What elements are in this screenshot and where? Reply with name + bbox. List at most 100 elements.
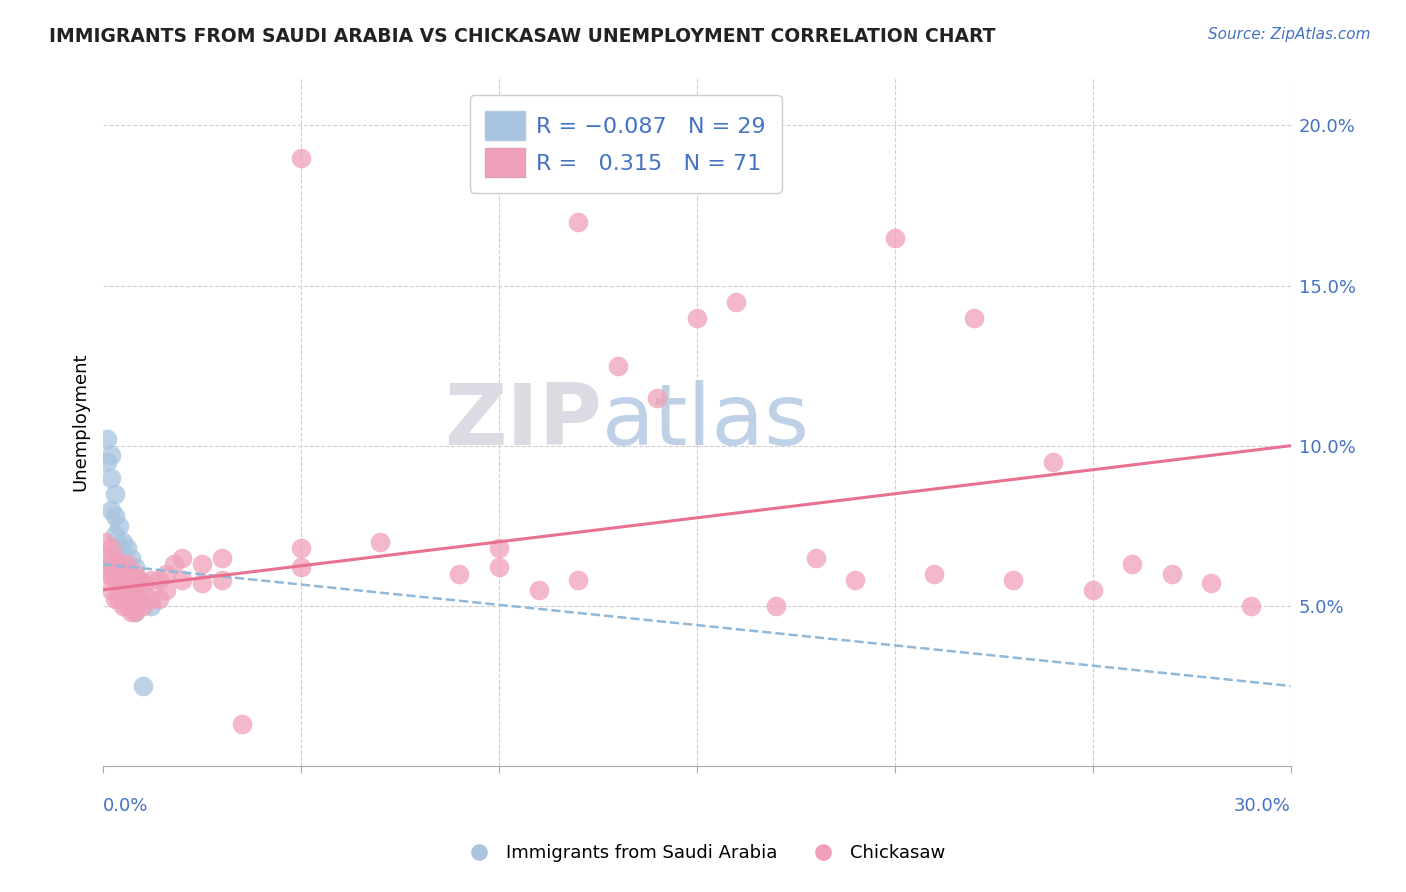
- Point: [94, 558, 117, 572]
- Point: [155, 566, 177, 581]
- Point: [96, 566, 118, 581]
- Point: [108, 592, 131, 607]
- Point: [104, 528, 127, 542]
- Text: IMMIGRANTS FROM SAUDI ARABIA VS CHICKASAW UNEMPLOYMENT CORRELATION CHART: IMMIGRANTS FROM SAUDI ARABIA VS CHICKASA…: [49, 27, 995, 45]
- Point: [172, 574, 194, 588]
- Point: [128, 574, 150, 588]
- Point: [120, 566, 142, 581]
- Point: [148, 574, 170, 588]
- Text: Source: ZipAtlas.com: Source: ZipAtlas.com: [1208, 27, 1371, 42]
- Point: [139, 599, 162, 613]
- Point: [128, 574, 150, 588]
- Point: [120, 550, 142, 565]
- Point: [725, 294, 748, 309]
- Point: [844, 574, 866, 588]
- Point: [488, 560, 510, 574]
- Point: [100, 448, 122, 462]
- Point: [111, 534, 134, 549]
- Point: [111, 566, 134, 581]
- Point: [1160, 566, 1182, 581]
- Point: [94, 534, 117, 549]
- Text: 0.0%: 0.0%: [103, 797, 149, 814]
- Point: [1121, 558, 1143, 572]
- Point: [115, 576, 138, 591]
- Point: [96, 455, 118, 469]
- Point: [104, 574, 127, 588]
- Point: [128, 592, 150, 607]
- Point: [100, 471, 122, 485]
- Point: [963, 310, 986, 325]
- Text: ZIP: ZIP: [444, 380, 602, 463]
- Point: [115, 599, 138, 613]
- Point: [120, 599, 142, 613]
- Point: [120, 605, 142, 619]
- Point: [163, 558, 186, 572]
- Point: [139, 592, 162, 607]
- Point: [290, 151, 312, 165]
- Point: [100, 503, 122, 517]
- Point: [290, 560, 312, 574]
- Point: [104, 550, 127, 565]
- Point: [191, 558, 214, 572]
- Point: [111, 582, 134, 597]
- Point: [108, 518, 131, 533]
- Text: atlas: atlas: [602, 380, 810, 463]
- Point: [924, 566, 946, 581]
- Point: [1002, 574, 1025, 588]
- Point: [191, 576, 214, 591]
- Point: [155, 582, 177, 597]
- Point: [1240, 599, 1263, 613]
- Point: [120, 576, 142, 591]
- Legend: R = −0.087   N = 29, R =   0.315   N = 71: R = −0.087 N = 29, R = 0.315 N = 71: [470, 95, 782, 193]
- Point: [131, 576, 153, 591]
- Point: [100, 566, 122, 581]
- Point: [124, 582, 146, 597]
- Point: [488, 541, 510, 556]
- Point: [211, 574, 233, 588]
- Point: [100, 541, 122, 556]
- Point: [100, 582, 122, 597]
- Point: [128, 592, 150, 607]
- Point: [449, 566, 471, 581]
- Point: [290, 541, 312, 556]
- Point: [1042, 455, 1064, 469]
- Point: [111, 560, 134, 574]
- Point: [645, 391, 668, 405]
- Point: [804, 550, 827, 565]
- Point: [567, 574, 589, 588]
- Point: [765, 599, 787, 613]
- Point: [104, 592, 127, 607]
- Point: [108, 576, 131, 591]
- Point: [172, 550, 194, 565]
- Text: 30.0%: 30.0%: [1233, 797, 1291, 814]
- Point: [111, 582, 134, 597]
- Point: [124, 566, 146, 581]
- Point: [231, 717, 253, 731]
- Point: [527, 582, 550, 597]
- Point: [368, 534, 391, 549]
- Point: [124, 560, 146, 574]
- Point: [211, 550, 233, 565]
- Point: [883, 230, 905, 244]
- Point: [115, 541, 138, 556]
- Point: [567, 214, 589, 228]
- Point: [1081, 582, 1104, 597]
- Point: [124, 605, 146, 619]
- Point: [108, 566, 131, 581]
- Point: [148, 592, 170, 607]
- Legend: Immigrants from Saudi Arabia, Chickasaw: Immigrants from Saudi Arabia, Chickasaw: [454, 838, 952, 870]
- Point: [111, 599, 134, 613]
- Point: [139, 574, 162, 588]
- Point: [606, 359, 628, 373]
- Point: [124, 582, 146, 597]
- Y-axis label: Unemployment: Unemployment: [72, 352, 89, 491]
- Point: [131, 599, 153, 613]
- Point: [124, 605, 146, 619]
- Point: [104, 509, 127, 524]
- Point: [120, 582, 142, 597]
- Point: [108, 558, 131, 572]
- Point: [96, 550, 118, 565]
- Point: [131, 679, 153, 693]
- Point: [115, 566, 138, 581]
- Point: [686, 310, 709, 325]
